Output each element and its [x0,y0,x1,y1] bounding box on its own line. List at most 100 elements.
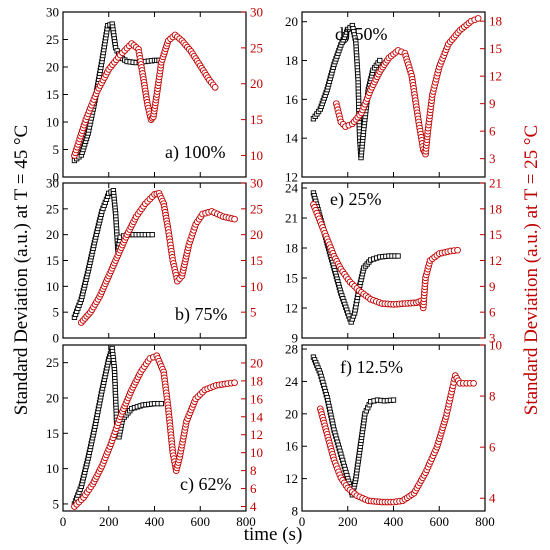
square-marker [149,232,155,238]
series-right-markers [332,15,482,158]
y-left-tick-label: 20 [285,14,298,29]
y-left-tick-label: 28 [285,342,298,357]
y-right-tick-label: 20 [250,227,263,242]
circle-marker [231,215,238,223]
y-left-tick-label: 25 [46,355,59,370]
y-left-tick-label: 15 [46,426,59,441]
x-tick-label: 800 [236,514,256,529]
series-right-markers [310,201,461,312]
right-axis-title: Standard Deviation (a.u.) at T = 25 °C [521,125,542,415]
y-left-tick-label: 24 [285,374,299,389]
y-right-tick-label: 10 [489,338,502,353]
series-left-markers [71,345,165,507]
y-left-tick-label: 21 [285,211,298,226]
x-tick-label: 600 [191,514,211,529]
series-right-markers [71,31,219,159]
y-right-tick-label: 14 [250,409,264,424]
y-right-tick-label: 15 [489,227,502,242]
x-tick-label: 400 [145,514,165,529]
x-axis-title: time (s) [244,524,303,545]
panel-4: 9 12 15 18 21 24 3 6 9 12 15 18 21 e) 25% [285,176,502,346]
series-left-markers [310,22,383,161]
y-left-tick-label: 10 [46,279,59,294]
panel-6: 0 200 400 600 800 8 12 16 20 24 28 4 6 8 10 f) 12.5% [285,338,502,530]
x-tick-label: 0 [299,514,306,529]
y-right-tick-label: 6 [489,124,496,139]
y-right-tick-label: 10 [250,148,263,163]
y-left-tick-label: 15 [46,87,59,102]
y-right-tick-label: 10 [250,279,263,294]
x-tick-label: 200 [99,514,119,529]
y-right-tick-label: 4 [250,499,257,514]
y-left-tick-label: 20 [46,227,59,242]
series-right-markers [71,352,238,510]
y-right-tick-label: 16 [250,391,264,406]
x-tick-label: 800 [475,514,495,529]
y-right-tick-label: 21 [489,176,502,191]
y-right-tick-label: 9 [489,279,496,294]
y-left-tick-label: 16 [285,439,299,454]
y-right-tick-label: 8 [250,463,257,478]
panel-label: f) 12.5% [340,357,403,378]
panel-label: b) 75% [175,304,228,325]
y-right-tick-label: 9 [489,96,496,111]
y-right-tick-label: 25 [250,201,263,216]
y-left-tick-label: 25 [46,32,59,47]
y-right-tick-label: 8 [489,389,496,404]
panel-label: c) 62% [180,474,231,495]
y-left-tick-label: 8 [292,504,299,519]
y-left-tick-label: 12 [285,301,298,316]
y-right-tick-label: 20 [250,76,263,91]
circle-marker [470,379,477,387]
square-marker [158,400,165,407]
y-right-tick-label: 15 [489,41,502,56]
y-left-tick-label: 10 [46,115,59,130]
left-axis-title: Standard Deviation (a.u.) at T = 45 °C [11,125,32,415]
panel-label: d) 50% [335,24,388,45]
y-left-tick-label: 12 [285,471,298,486]
y-right-tick-label: 12 [489,253,502,268]
y-left-tick-label: 14 [285,131,299,146]
circle-marker [454,246,461,254]
square-marker [377,57,383,64]
series-left-markers [71,188,155,320]
y-left-tick-label: 9 [292,331,299,346]
y-right-tick-label: 6 [489,440,496,455]
y-left-tick-label: 18 [285,241,298,256]
series-right-markers [77,189,238,326]
y-left-tick-label: 5 [53,305,60,320]
y-right-tick-label: 3 [489,331,496,346]
panel-5: 0 200 400 600 800 5 10 15 20 25 4 6 8 10 12 14 16 18 20 c) … [46,344,264,529]
y-right-tick-label: 30 [250,5,263,20]
x-tick-label: 400 [384,514,404,529]
y-left-tick-label: 30 [46,176,59,191]
y-right-tick-label: 18 [489,14,502,29]
circle-marker [231,379,238,387]
square-marker [395,253,401,259]
y-right-tick-label: 4 [489,491,496,506]
x-tick-label: 200 [338,514,358,529]
y-right-tick-label: 12 [489,69,502,84]
y-right-tick-label: 3 [489,151,496,166]
x-tick-label: 0 [60,514,67,529]
y-left-tick-label: 0 [53,331,60,346]
y-right-tick-label: 25 [250,40,263,55]
panel-1: 0 5 10 15 20 25 30 10 15 20 25 30 a) 100% [46,5,263,185]
square-marker [390,397,397,403]
y-left-tick-label: 0 [53,170,60,185]
panel-label: e) 25% [330,189,381,210]
circle-marker [211,83,219,91]
y-right-tick-label: 18 [489,201,502,216]
circle-marker [474,15,482,22]
y-left-tick-label: 20 [46,390,59,405]
y-right-tick-label: 15 [250,112,263,127]
y-left-tick-label: 15 [285,271,298,286]
y-left-tick-label: 15 [46,253,59,268]
y-right-tick-label: 20 [250,355,263,370]
panel-2: 12 14 16 18 20 3 6 9 12 15 18 d) 50% [285,11,502,185]
y-left-tick-label: 5 [53,142,60,157]
y-right-tick-label: 6 [489,305,496,320]
y-left-tick-label: 20 [285,406,298,421]
